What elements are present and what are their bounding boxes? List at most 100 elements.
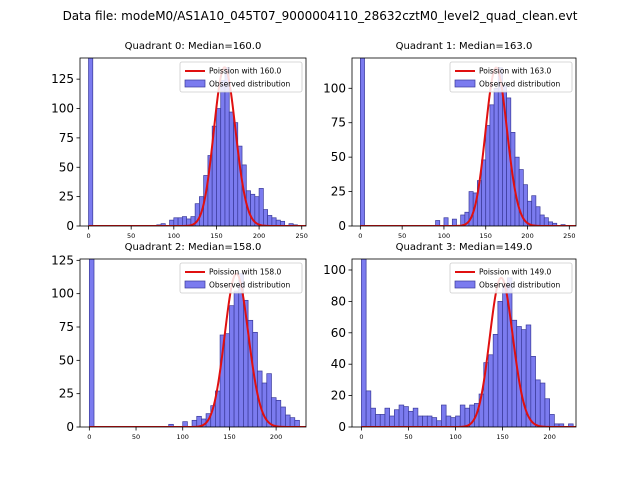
legend-label-observed: Observed distribution: [209, 80, 290, 89]
histogram-bar: [535, 206, 541, 226]
histogram-bar: [229, 305, 235, 427]
histogram-bar: [280, 220, 286, 226]
histogram-bar: [88, 58, 94, 226]
histogram-bar: [384, 407, 391, 427]
histogram-bar: [412, 407, 419, 427]
y-tick-label: 100: [51, 102, 74, 116]
histogram-bar: [521, 329, 527, 427]
panel-title: Quadrant 1: Median=163.0: [396, 41, 533, 52]
histogram-bar: [233, 290, 240, 427]
panel-title: Quadrant 2: Median=158.0: [125, 242, 262, 253]
legend-bar-swatch: [184, 280, 206, 289]
histogram-bar: [285, 414, 291, 427]
legend: Poission with 160.0 Observed distribution: [179, 61, 303, 93]
x-tick-label: 0: [86, 232, 90, 240]
y-tick-label: 25: [59, 190, 74, 204]
histogram-bar: [450, 417, 456, 427]
histogram-bar: [370, 407, 376, 427]
legend-label-poisson: Poission with 163.0: [479, 67, 552, 76]
histogram-bar: [88, 259, 95, 427]
x-tick-label: 200: [270, 433, 282, 441]
plot-area: [360, 58, 576, 226]
histogram-bar: [181, 216, 187, 226]
histogram-bar: [485, 125, 491, 226]
y-tick-label: 125: [51, 72, 74, 86]
histogram-bar: [275, 399, 282, 427]
x-tick-label: 150: [210, 232, 222, 240]
histogram-bar: [289, 417, 296, 427]
legend-label-observed: Observed distribution: [209, 281, 290, 290]
x-tick-label: 150: [223, 433, 235, 441]
histogram-bar: [493, 87, 499, 226]
y-tick-label: 100: [323, 81, 346, 95]
histogram-bar: [544, 398, 551, 427]
histogram-bar: [535, 379, 541, 427]
y-tick-label: 0: [66, 219, 74, 233]
chart-panel-3: 0 50 100 150 200 0 20 40 60 80 100 Quadrant 3: Medi…: [323, 242, 577, 441]
y-tick-label: 50: [59, 353, 74, 367]
x-tick-label: 50: [127, 232, 135, 240]
x-tick-label: 150: [496, 433, 508, 441]
legend-bar-swatch: [454, 280, 476, 289]
chart-panel-1: 0 50 100 150 200 250 0 25 50 75 100 Quadrant 1: Med…: [323, 41, 577, 240]
legend-label-poisson: Poission with 160.0: [209, 67, 282, 76]
histogram-bar: [263, 209, 268, 226]
y-tick-label: 20: [331, 389, 346, 403]
legend-label-poisson: Poission with 158.0: [209, 268, 282, 277]
plot-area: [361, 259, 576, 427]
x-tick-label: 0: [87, 433, 91, 441]
histogram-bar: [451, 218, 457, 226]
histogram-bar: [417, 415, 423, 427]
y-tick-label: 50: [59, 160, 74, 174]
poisson-curve: [361, 276, 576, 427]
y-tick-label: 100: [323, 263, 346, 277]
histogram-bar: [294, 419, 300, 427]
histogram-bar: [177, 217, 183, 226]
legend-box: [449, 262, 573, 294]
x-tick-label: 100: [168, 232, 180, 240]
histogram-bar: [539, 214, 545, 226]
y-tick-label: 0: [338, 219, 346, 233]
histogram-bar: [552, 222, 558, 226]
histogram-bar: [441, 404, 447, 427]
histogram-bar: [271, 217, 277, 226]
legend-box: [179, 61, 303, 93]
histogram-bar: [398, 404, 405, 427]
x-tick-label: 50: [132, 433, 140, 441]
histogram-bar: [220, 79, 226, 226]
histogram-bar: [530, 356, 536, 427]
plot-area: [88, 58, 306, 226]
histogram-bar: [228, 111, 234, 226]
legend-box: [449, 61, 573, 93]
axes-frame: [79, 57, 307, 227]
x-tick-label: 100: [449, 433, 461, 441]
legend: Poission with 149.0 Observed distribution: [449, 262, 573, 294]
y-tick-label: 0: [338, 420, 346, 434]
y-tick-label: 25: [331, 185, 346, 199]
histogram-bar: [266, 373, 272, 427]
histogram-bar: [488, 354, 494, 427]
histogram-bar: [408, 410, 414, 427]
y-tick-label: 0: [66, 420, 74, 434]
x-tick-label: 200: [543, 433, 555, 441]
histogram-bar: [531, 195, 537, 226]
histogram-bar: [216, 108, 222, 226]
histogram-bar: [422, 415, 428, 427]
legend-label-observed: Observed distribution: [479, 80, 560, 89]
histogram-bar: [361, 259, 367, 427]
histogram-bar: [365, 390, 372, 427]
histogram-bar: [543, 217, 549, 226]
x-tick-label: 200: [253, 232, 265, 240]
histogram-bar: [443, 217, 449, 226]
y-tick-label: 60: [331, 326, 346, 340]
histogram-bar: [182, 421, 188, 427]
axes-frame: [351, 57, 577, 227]
chart-panel-2: 0 50 100 150 200 0 25 50 75 100 125 Quadrant 2: Med…: [51, 242, 307, 441]
histogram-bar: [360, 58, 365, 226]
histogram-bar: [271, 397, 277, 427]
histogram-bar: [394, 409, 400, 427]
histogram-bar: [455, 415, 461, 427]
histogram-bar: [267, 215, 273, 226]
histogram-bar: [431, 417, 438, 427]
y-tick-label: 50: [331, 150, 346, 164]
